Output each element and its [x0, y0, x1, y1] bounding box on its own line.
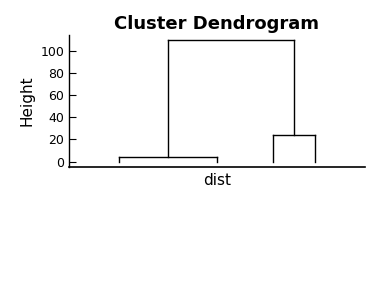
Title: Cluster Dendrogram: Cluster Dendrogram: [114, 15, 319, 33]
X-axis label: dist: dist: [203, 173, 231, 187]
Y-axis label: Height: Height: [20, 75, 35, 126]
